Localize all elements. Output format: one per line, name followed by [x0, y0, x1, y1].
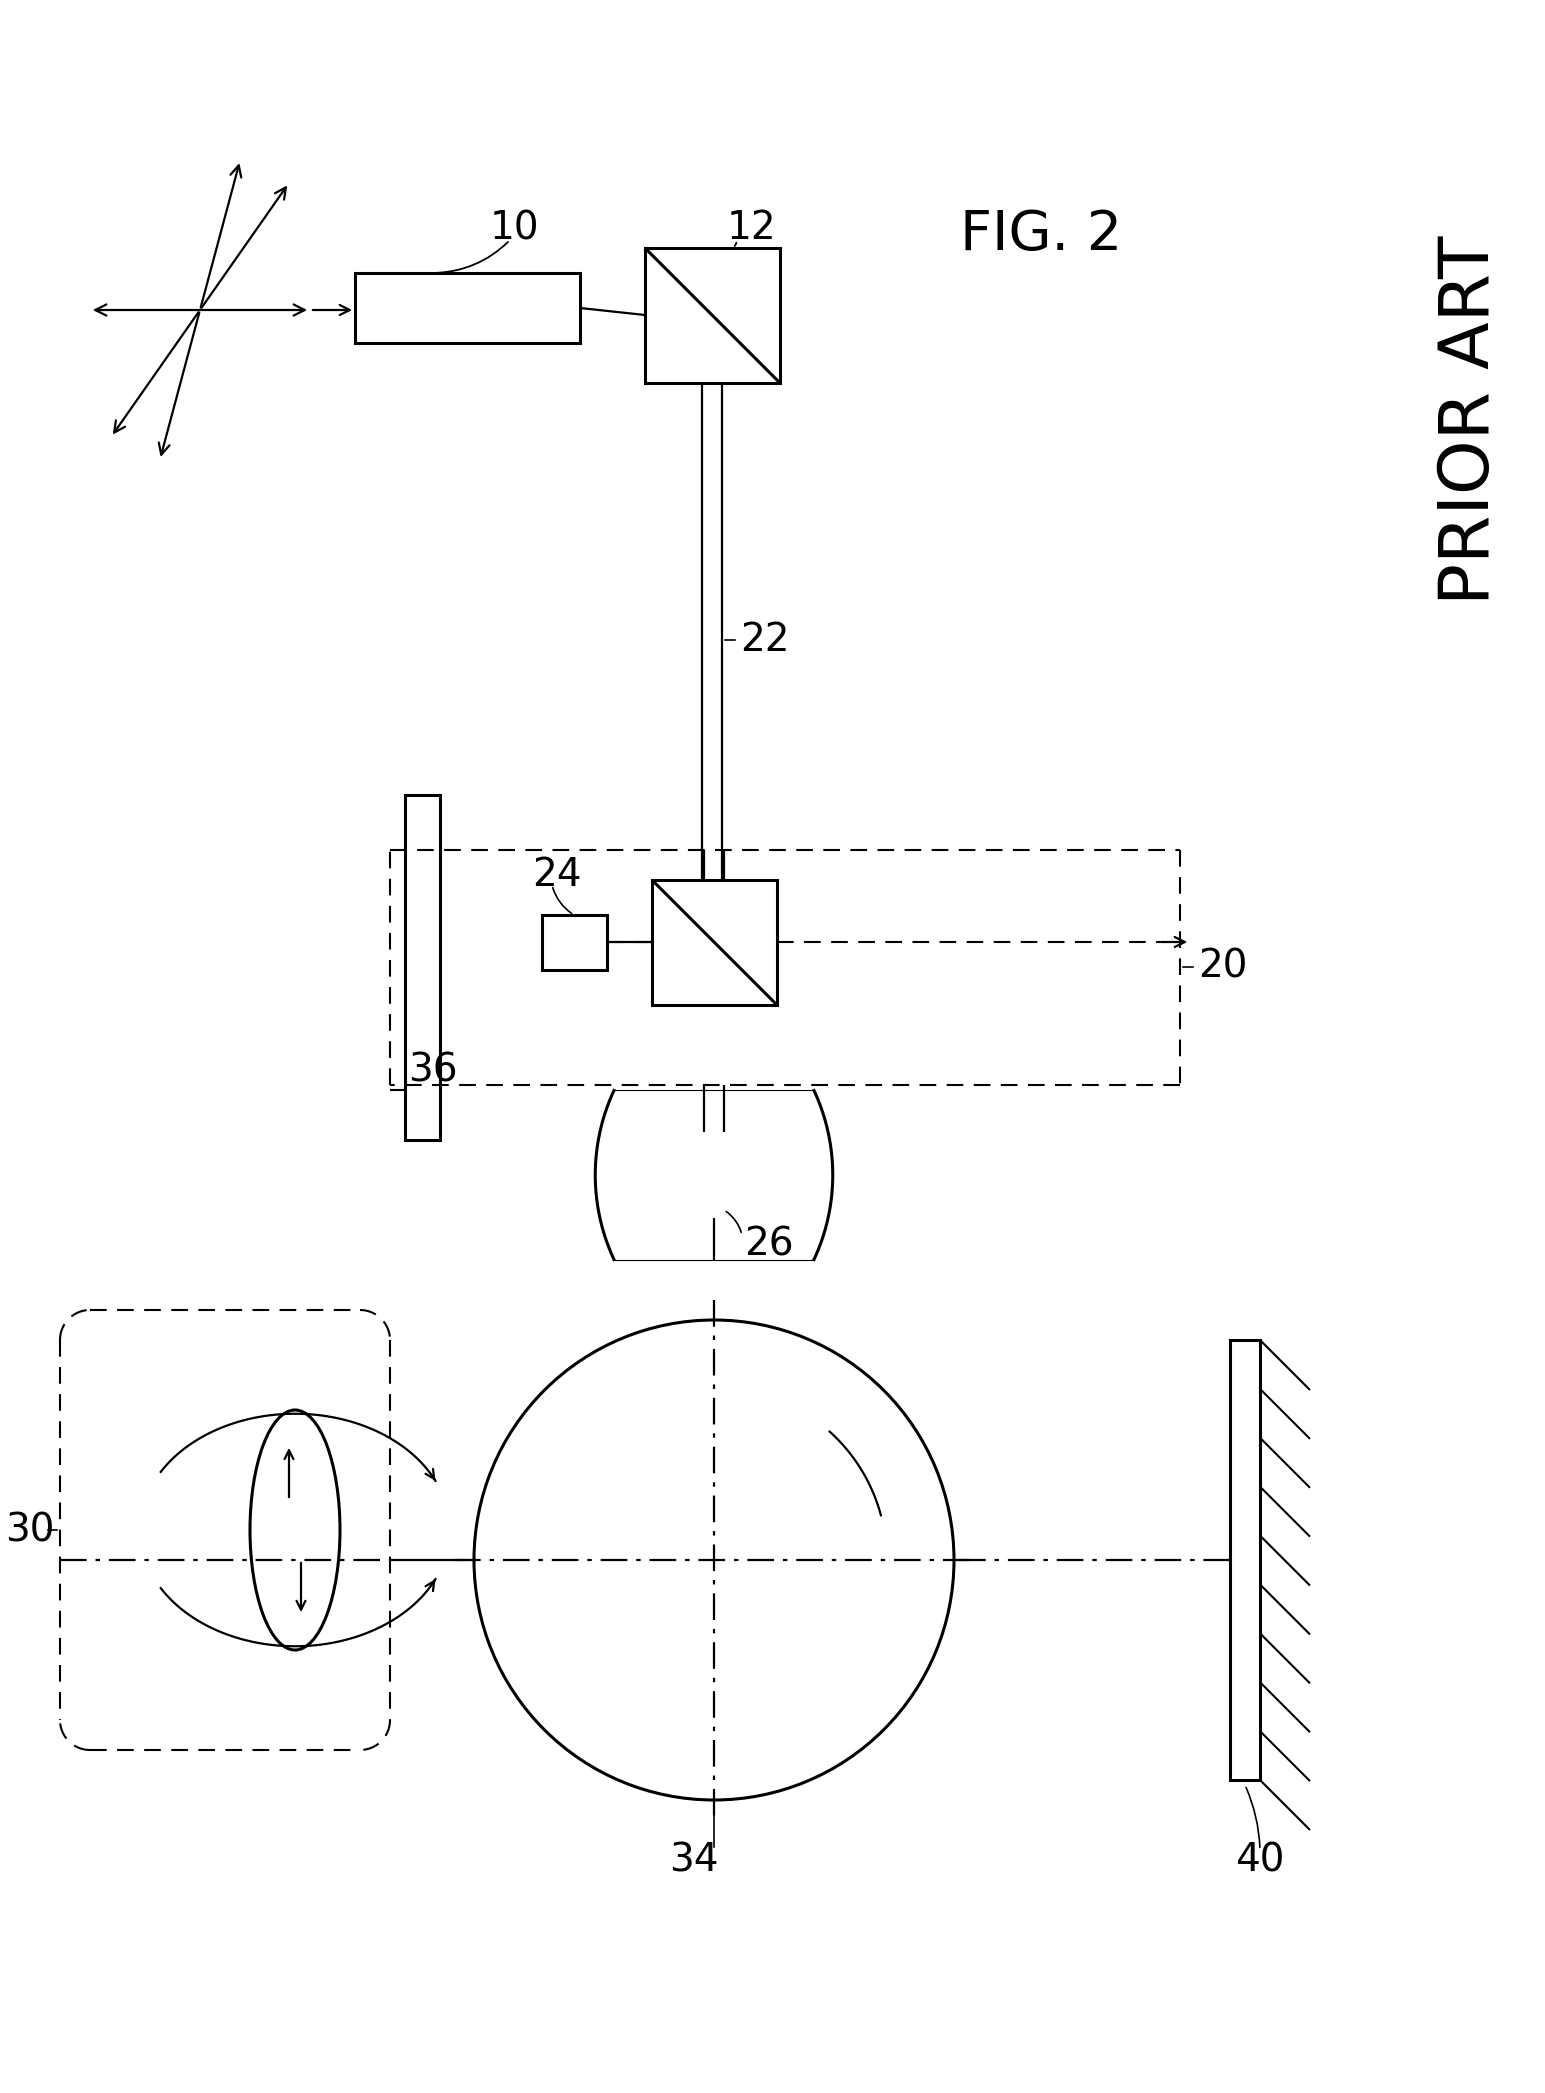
- Text: 20: 20: [1197, 948, 1247, 986]
- Text: 34: 34: [669, 1842, 718, 1880]
- Text: FIG. 2: FIG. 2: [959, 207, 1122, 262]
- Text: 26: 26: [745, 1226, 794, 1264]
- Text: PRIOR ART: PRIOR ART: [1437, 234, 1503, 605]
- Bar: [355, 272, 579, 343]
- Text: 36: 36: [408, 1053, 457, 1090]
- Bar: [652, 879, 777, 1005]
- Bar: [405, 795, 440, 1141]
- Ellipse shape: [250, 1411, 340, 1649]
- Text: 24: 24: [531, 856, 581, 894]
- Bar: [542, 915, 607, 969]
- Text: 22: 22: [740, 622, 789, 659]
- Bar: [1230, 1340, 1261, 1779]
- Text: 10: 10: [490, 209, 539, 247]
- Text: 30: 30: [5, 1511, 54, 1549]
- Text: 40: 40: [1236, 1842, 1285, 1880]
- Bar: [644, 247, 780, 383]
- Text: 12: 12: [728, 209, 777, 247]
